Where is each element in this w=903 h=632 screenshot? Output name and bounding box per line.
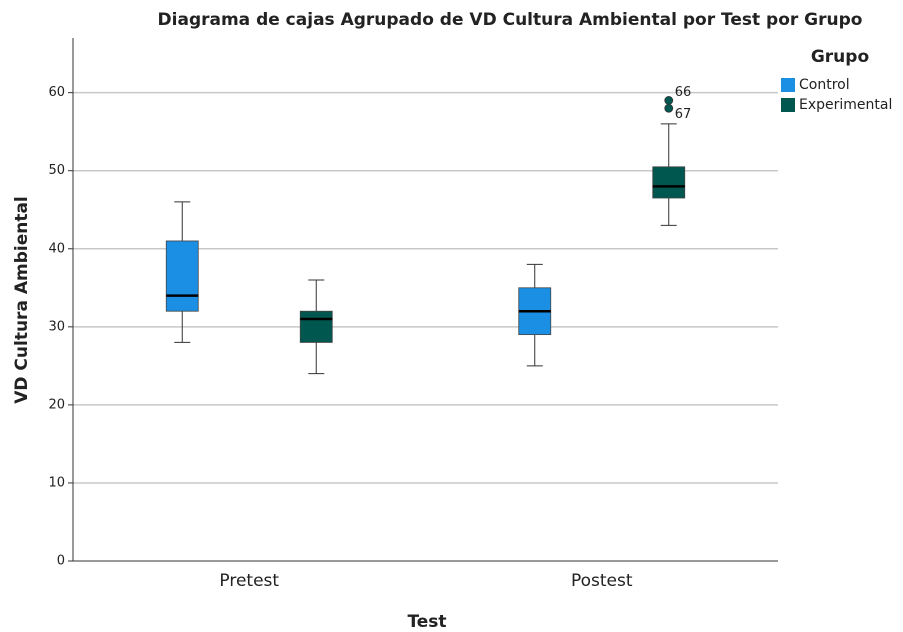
- chart-title: Diagrama de cajas Agrupado de VD Cultura…: [158, 10, 863, 30]
- legend-label: Control: [799, 77, 850, 93]
- y-tick-label: 0: [57, 554, 65, 569]
- y-tick-label: 20: [48, 397, 65, 412]
- legend-swatch: [781, 98, 795, 112]
- box: [165, 240, 199, 312]
- outlier-label: 67: [675, 107, 692, 122]
- legend-label: Experimental: [799, 97, 892, 113]
- box: [652, 166, 686, 199]
- outlier: [664, 103, 674, 113]
- x-tick-label: Pretest: [219, 571, 279, 591]
- legend-swatch: [781, 78, 795, 92]
- y-axis-label: VD Cultura Ambiental: [12, 196, 32, 404]
- y-tick-label: 10: [48, 475, 65, 490]
- box: [299, 310, 333, 343]
- y-tick-label: 40: [48, 241, 65, 256]
- y-tick-label: 60: [48, 85, 65, 100]
- legend-title: Grupo: [811, 47, 869, 67]
- y-tick-label: 50: [48, 163, 65, 178]
- x-axis-label: Test: [407, 612, 446, 632]
- outlier-label: 66: [675, 85, 692, 100]
- outlier: [664, 96, 674, 105]
- y-tick-label: 30: [48, 319, 65, 334]
- x-tick-label: Postest: [571, 571, 633, 591]
